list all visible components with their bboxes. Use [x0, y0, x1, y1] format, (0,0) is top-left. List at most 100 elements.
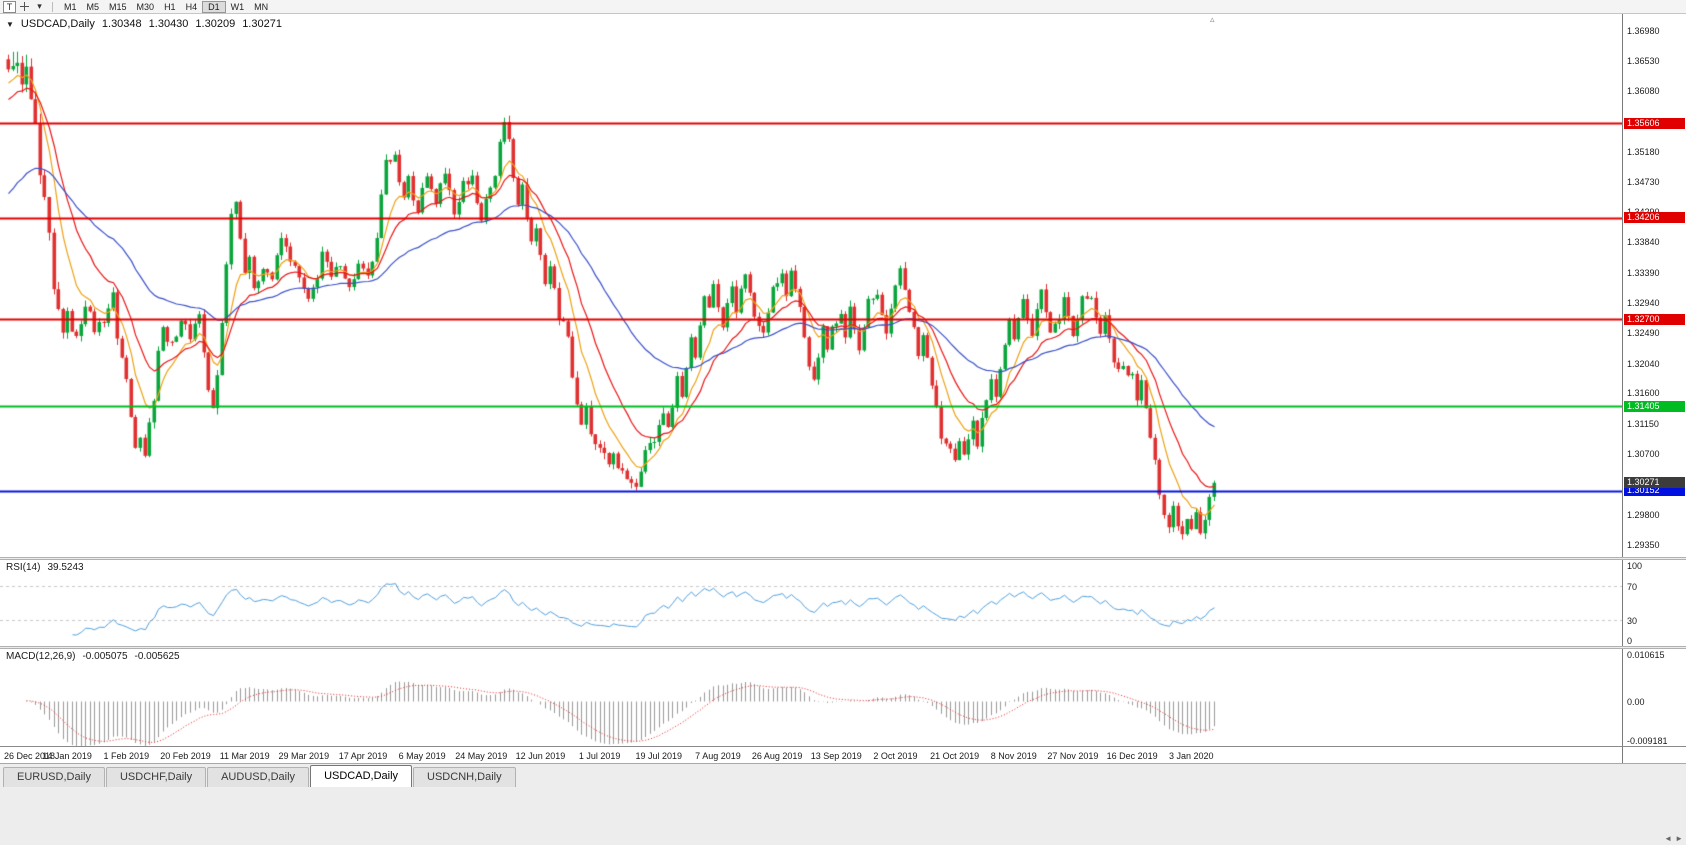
price-tick: 1.36530	[1627, 56, 1660, 67]
window-background: ◄ ►	[0, 787, 1686, 845]
price-tick: 1.31150	[1627, 418, 1659, 429]
date-label: 29 Mar 2019	[278, 751, 330, 761]
rsi-scale-label: 70	[1627, 581, 1638, 592]
timeframe-button-mn[interactable]: MN	[254, 1, 269, 12]
price-tick: 1.31600	[1627, 388, 1660, 399]
hline-price-tag: 1.32700	[1624, 313, 1685, 325]
date-label: 7 Aug 2019	[695, 751, 741, 761]
date-label: 11 Mar 2019	[219, 751, 270, 761]
macd-label: MACD(12,26,9) -0.005075 -0.005625	[6, 651, 180, 662]
price-tick: 1.33840	[1627, 237, 1660, 248]
price-chart-canvas[interactable]	[0, 14, 1622, 557]
date-label: 1 Feb 2019	[103, 751, 150, 761]
panel-splitter[interactable]	[0, 557, 1686, 560]
date-label: 27 Nov 2019	[1047, 751, 1099, 761]
macd-scale-label: -0.009181	[1627, 736, 1668, 746]
price-tick: 1.32040	[1627, 358, 1660, 369]
price-tick: 1.29350	[1627, 539, 1660, 550]
chart-shift-marker[interactable]: ▵	[1210, 14, 1215, 24]
rsi-canvas[interactable]	[0, 560, 1622, 646]
tools-dropdown-arrow-icon[interactable]: ▾	[37, 1, 42, 11]
timeframe-toolbar: M1 M5 M15 M30 H1 H4 D1 W1 MN	[59, 0, 273, 13]
price-tick: 1.30700	[1627, 448, 1660, 459]
date-label: 26 Dec 2018	[4, 751, 56, 761]
rsi-name: RSI(14)	[6, 562, 41, 573]
price-tick: 1.32490	[1627, 328, 1660, 339]
rsi-panel: RSI(14) 39.5243 100 70 30 0	[0, 560, 1686, 646]
macd-name: MACD(12,26,9)	[6, 651, 76, 662]
rsi-label: RSI(14) 39.5243	[6, 562, 84, 573]
timeframe-button-w1[interactable]: W1	[230, 1, 245, 12]
macd-scale-label: 0.00	[1627, 696, 1645, 707]
text-tool-button[interactable]: T	[3, 0, 16, 13]
chart-symbol-period: USDCAD,Daily	[20, 18, 95, 30]
ohlc-high: 1.30430	[148, 18, 189, 30]
hline-price-tag: 1.30152	[1624, 485, 1685, 497]
date-label: 17 Apr 2019	[338, 751, 388, 761]
price-tick: 1.35180	[1627, 147, 1660, 158]
timeframe-button-m5[interactable]: M5	[86, 1, 100, 12]
date-label: 6 May 2019	[398, 751, 446, 761]
timeframe-button-m30[interactable]: M30	[136, 1, 155, 12]
macd-panel: MACD(12,26,9) -0.005075 -0.005625 0.0106…	[0, 649, 1686, 746]
chart-tab-usdchf[interactable]: USDCHF,Daily	[105, 767, 207, 787]
price-tick: 1.34290	[1627, 207, 1660, 217]
date-label: 26 Aug 2019	[751, 751, 803, 761]
date-label: 21 Oct 2019	[930, 751, 980, 761]
ohlc-low: 1.30209	[195, 18, 236, 30]
tab-scrollbar: ◄ ►	[1664, 834, 1683, 843]
date-label: 13 Sep 2019	[810, 751, 862, 761]
date-label: 16 Dec 2019	[1106, 751, 1158, 761]
timeframe-button-d1[interactable]: D1	[202, 0, 226, 13]
chart-title: ▼ USDCAD,Daily 1.30348 1.30430 1.30209 1…	[6, 18, 282, 30]
price-tick: 1.36980	[1627, 25, 1660, 36]
ohlc-close: 1.30271	[242, 18, 282, 30]
date-label: 24 May 2019	[455, 751, 508, 761]
timeframe-button-h4[interactable]: H4	[185, 1, 198, 12]
price-tick: 1.32940	[1627, 298, 1660, 309]
hline-price-tag: 1.31405	[1624, 400, 1685, 412]
date-label: 2 Oct 2019	[873, 751, 918, 761]
rsi-scale-label: 0	[1627, 636, 1633, 646]
toolbar-separator	[52, 1, 53, 12]
top-toolbar: T ▾ M1 M5 M15 M30 H1 H4 D1 W1 MN	[0, 0, 1686, 14]
chart-tab-bar: EURUSD,Daily USDCHF,Daily AUDUSD,Daily USDC…	[0, 763, 1686, 787]
price-tick: 1.33390	[1627, 267, 1660, 278]
chart-tab-eurusd[interactable]: EURUSD,Daily	[3, 767, 105, 787]
date-label: 20 Feb 2019	[160, 751, 211, 761]
price-tick: 1.29800	[1627, 509, 1660, 520]
crosshair-tool-icon[interactable]	[18, 1, 31, 13]
price-scale[interactable]: 1.369801.365301.360801.356301.351801.347…	[1622, 14, 1686, 557]
chart-tab-usdcnh[interactable]: USDCNH,Daily	[413, 767, 516, 787]
macd-value: -0.005075	[82, 651, 128, 662]
chart-tab-audusd[interactable]: AUDUSD,Daily	[207, 767, 310, 787]
collapse-indicators-icon[interactable]: ▼	[6, 19, 14, 29]
price-tick: 1.34730	[1627, 177, 1660, 188]
date-label: 14 Jan 2019	[42, 751, 92, 761]
rsi-scale-axis[interactable]: 100 70 30 0	[1622, 560, 1686, 646]
tab-scroll-left-icon[interactable]: ◄	[1664, 834, 1673, 843]
timeframe-button-h1[interactable]: H1	[164, 1, 176, 12]
chart-tab-usdcad[interactable]: USDCAD,Daily	[310, 765, 413, 787]
rsi-scale-label: 100	[1627, 561, 1643, 571]
date-axis[interactable]: 26 Dec 2018 14 Jan 2019 1 Feb 2019 20 Feb 2…	[0, 746, 1686, 763]
macd-canvas[interactable]	[0, 649, 1622, 746]
macd-scale-label: 0.010615	[1627, 650, 1665, 660]
panel-splitter[interactable]	[0, 646, 1686, 649]
date-axis-corner	[1622, 747, 1686, 763]
timeframe-button-m15[interactable]: M15	[109, 1, 127, 12]
macd-signal-value: -0.005625	[134, 651, 180, 662]
date-label: 12 Jun 2019	[515, 751, 566, 761]
tab-scroll-right-icon[interactable]: ►	[1675, 834, 1683, 843]
hline-price-tag: 1.35606	[1624, 117, 1685, 129]
ohlc-open: 1.30348	[101, 18, 142, 30]
timeframe-button-m1[interactable]: M1	[64, 1, 77, 12]
date-label: 3 Jan 2020	[1168, 751, 1214, 761]
date-label: 8 Nov 2019	[990, 751, 1037, 761]
date-label: 19 Jul 2019	[635, 751, 683, 761]
rsi-value: 39.5243	[47, 562, 84, 573]
macd-scale-axis[interactable]: 0.010615 0.00 -0.009181	[1622, 649, 1686, 746]
rsi-scale-label: 30	[1627, 616, 1638, 627]
date-label: 1 Jul 2019	[578, 751, 621, 761]
